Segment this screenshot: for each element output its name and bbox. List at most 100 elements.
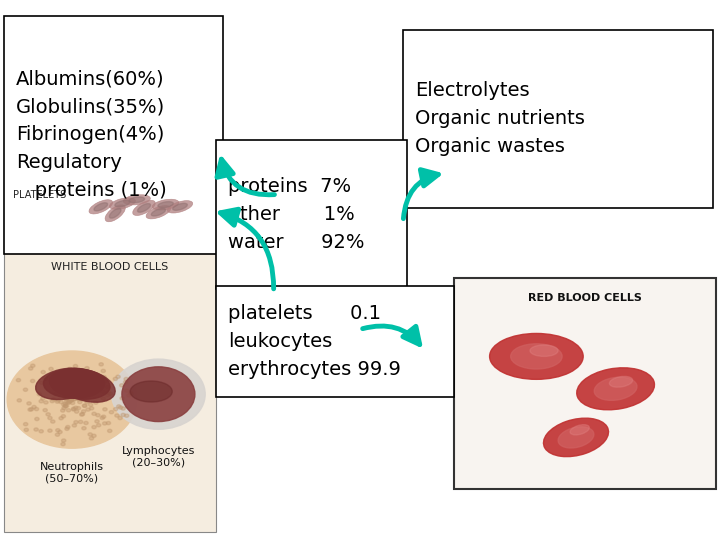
- Circle shape: [75, 392, 79, 395]
- Ellipse shape: [544, 418, 608, 457]
- Circle shape: [121, 413, 125, 416]
- Circle shape: [78, 388, 83, 392]
- Circle shape: [64, 404, 68, 408]
- Circle shape: [34, 428, 38, 431]
- Ellipse shape: [129, 197, 145, 202]
- Circle shape: [68, 391, 72, 394]
- Circle shape: [82, 380, 86, 383]
- FancyBboxPatch shape: [403, 30, 713, 208]
- Circle shape: [28, 408, 32, 411]
- Circle shape: [78, 420, 83, 423]
- Circle shape: [78, 401, 82, 404]
- Ellipse shape: [153, 199, 179, 210]
- Circle shape: [81, 410, 86, 413]
- Circle shape: [58, 388, 63, 391]
- Circle shape: [68, 395, 72, 399]
- Circle shape: [109, 410, 114, 414]
- Circle shape: [63, 402, 68, 406]
- Ellipse shape: [138, 204, 150, 212]
- Circle shape: [71, 407, 76, 410]
- Circle shape: [117, 405, 121, 408]
- Ellipse shape: [609, 376, 633, 387]
- Circle shape: [63, 404, 68, 408]
- Circle shape: [55, 433, 60, 436]
- Circle shape: [72, 397, 76, 401]
- Circle shape: [105, 394, 109, 397]
- Circle shape: [24, 428, 29, 431]
- Circle shape: [100, 416, 104, 420]
- Circle shape: [70, 397, 74, 400]
- Circle shape: [103, 408, 107, 411]
- Circle shape: [96, 414, 100, 417]
- Circle shape: [107, 429, 112, 433]
- Circle shape: [66, 396, 70, 400]
- Circle shape: [43, 409, 48, 412]
- Ellipse shape: [132, 200, 156, 215]
- Circle shape: [106, 385, 110, 388]
- Circle shape: [59, 416, 63, 420]
- Circle shape: [96, 423, 101, 427]
- Circle shape: [68, 367, 72, 370]
- Circle shape: [61, 442, 66, 446]
- Circle shape: [66, 394, 71, 397]
- Circle shape: [82, 427, 86, 430]
- Circle shape: [66, 401, 71, 404]
- Circle shape: [89, 380, 93, 383]
- Circle shape: [56, 399, 60, 402]
- Circle shape: [73, 364, 78, 368]
- Ellipse shape: [158, 201, 174, 208]
- Circle shape: [99, 363, 103, 366]
- Ellipse shape: [490, 333, 583, 379]
- Circle shape: [53, 393, 58, 396]
- Circle shape: [129, 392, 133, 395]
- Circle shape: [44, 376, 48, 380]
- Ellipse shape: [570, 424, 589, 435]
- Circle shape: [68, 399, 72, 402]
- Circle shape: [77, 397, 81, 401]
- Circle shape: [108, 392, 112, 395]
- Circle shape: [71, 401, 75, 404]
- Ellipse shape: [36, 368, 95, 400]
- Circle shape: [46, 413, 50, 416]
- Circle shape: [89, 407, 94, 410]
- Circle shape: [80, 393, 84, 396]
- Circle shape: [102, 375, 107, 379]
- Circle shape: [114, 414, 119, 417]
- Circle shape: [24, 422, 28, 426]
- Circle shape: [65, 390, 69, 394]
- Circle shape: [62, 403, 66, 406]
- Circle shape: [71, 394, 75, 397]
- Circle shape: [89, 394, 94, 397]
- Circle shape: [23, 388, 27, 392]
- Circle shape: [32, 406, 36, 409]
- Circle shape: [7, 351, 137, 448]
- Circle shape: [41, 370, 45, 374]
- Text: proteins  7%
other       1%
water      92%: proteins 7% other 1% water 92%: [228, 177, 365, 252]
- Circle shape: [51, 398, 55, 401]
- Circle shape: [58, 384, 63, 388]
- Ellipse shape: [173, 204, 187, 210]
- Ellipse shape: [167, 201, 193, 213]
- Circle shape: [80, 398, 84, 401]
- Circle shape: [37, 393, 42, 396]
- Circle shape: [80, 375, 84, 379]
- Circle shape: [61, 439, 66, 442]
- Circle shape: [49, 367, 53, 370]
- Ellipse shape: [115, 200, 130, 207]
- Circle shape: [56, 393, 60, 396]
- Circle shape: [92, 426, 96, 429]
- Text: Albumins(60%)
Globulins(35%)
Fibrinogen(4%)
Regulatory
   proteins (1%): Albumins(60%) Globulins(35%) Fibrinogen(…: [16, 70, 166, 200]
- Circle shape: [101, 390, 105, 394]
- Ellipse shape: [109, 208, 121, 218]
- Circle shape: [39, 400, 43, 403]
- Circle shape: [86, 408, 90, 411]
- Circle shape: [68, 399, 72, 402]
- Circle shape: [58, 430, 62, 434]
- Circle shape: [68, 400, 72, 403]
- Circle shape: [76, 407, 81, 410]
- Circle shape: [27, 402, 31, 405]
- Circle shape: [66, 394, 70, 397]
- Circle shape: [85, 401, 89, 404]
- Text: Neutrophils
(50–70%): Neutrophils (50–70%): [40, 462, 104, 483]
- Circle shape: [89, 437, 94, 440]
